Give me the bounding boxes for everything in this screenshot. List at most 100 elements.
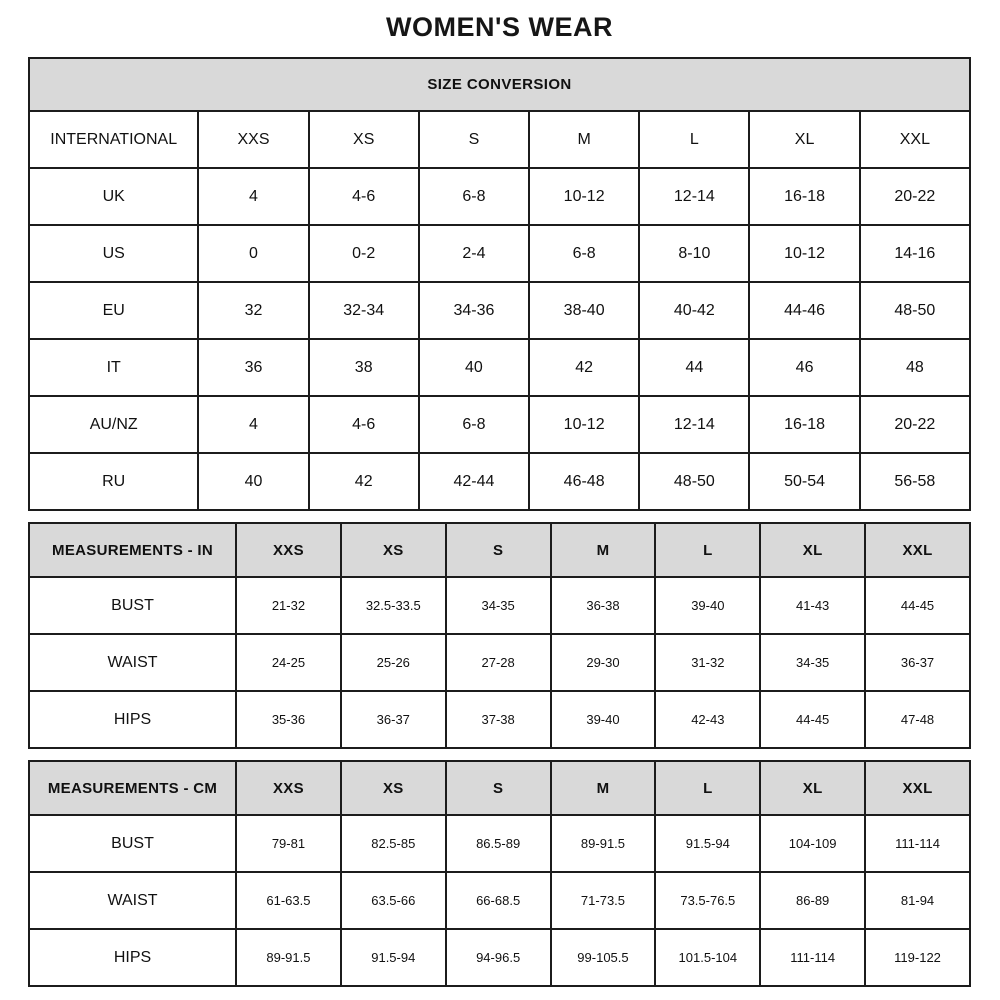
size-column-header: XL xyxy=(759,760,867,816)
row-label-cell: US xyxy=(27,224,200,283)
page-title: WOMEN'S WEAR xyxy=(386,12,613,42)
value-cell: 111-114 xyxy=(759,928,867,987)
value-cell: 27-28 xyxy=(444,633,552,692)
table-row: RU 40 42 42-44 46-48 48-50 50-54 56-58 xyxy=(27,452,972,511)
row-label-cell: HIPS xyxy=(27,690,238,749)
value-cell: 42 xyxy=(528,338,641,397)
value-cell: 32-34 xyxy=(307,281,420,340)
value-cell: 6-8 xyxy=(528,224,641,283)
size-column-header: L xyxy=(654,522,762,578)
table-banner-row: SIZE CONVERSION xyxy=(28,57,971,112)
value-cell: 4 xyxy=(197,395,310,454)
size-column-header: S xyxy=(444,522,552,578)
value-cell: 21-32 xyxy=(235,576,342,635)
table-row: BUST 21-32 32.5-33.5 34-35 36-38 39-40 41-43 44… xyxy=(27,576,971,635)
size-column-header: M xyxy=(549,760,657,816)
value-cell: 36-37 xyxy=(339,690,447,749)
value-cell: 32.5-33.5 xyxy=(339,576,447,635)
value-cell: 39-40 xyxy=(654,576,762,635)
size-column-header: M xyxy=(528,110,641,169)
value-cell: 39-40 xyxy=(549,690,657,749)
value-cell: 42-44 xyxy=(417,452,531,511)
size-column-header: S xyxy=(417,110,531,169)
size-column-header: XXS xyxy=(197,110,310,169)
measurements-in-table: MEASUREMENTS - IN XXS XS S M L XL XXL BUST 21-32 3… xyxy=(27,522,971,749)
value-cell: 86.5-89 xyxy=(444,814,552,873)
value-cell: 40-42 xyxy=(638,281,751,340)
value-cell: 89-91.5 xyxy=(235,928,342,987)
row-label-cell: HIPS xyxy=(27,928,238,987)
value-cell: 71-73.5 xyxy=(549,871,657,930)
value-cell: 40 xyxy=(197,452,310,511)
value-cell: 4 xyxy=(197,167,310,226)
row-label-cell: BUST xyxy=(27,576,238,635)
row-label-cell: AU/NZ xyxy=(27,395,200,454)
measurements-in-body: MEASUREMENTS - IN XXS XS S M L XL XXL BUST 21-32 3… xyxy=(27,522,971,749)
size-column-header: XL xyxy=(759,522,867,578)
size-column-header: L xyxy=(638,110,751,169)
value-cell: 47-48 xyxy=(864,690,971,749)
size-column-header: XXL xyxy=(864,522,971,578)
value-cell: 20-22 xyxy=(858,167,972,226)
value-cell: 29-30 xyxy=(549,633,657,692)
table-row: US 0 0-2 2-4 6-8 8-10 10-12 14-16 xyxy=(27,224,972,283)
value-cell: 46 xyxy=(748,338,861,397)
value-cell: 46-48 xyxy=(528,452,641,511)
value-cell: 34-35 xyxy=(759,633,867,692)
table-title-cell: MEASUREMENTS - IN xyxy=(27,522,238,578)
value-cell: 38 xyxy=(307,338,420,397)
row-label-cell: WAIST xyxy=(27,633,238,692)
measurements-cm-table: MEASUREMENTS - CM XXS XS S M L XL XXL BUST 79-81 8… xyxy=(27,760,971,987)
row-label-cell: RU xyxy=(27,452,200,511)
value-cell: 63.5-66 xyxy=(339,871,447,930)
value-cell: 48-50 xyxy=(638,452,751,511)
value-cell: 104-109 xyxy=(759,814,867,873)
value-cell: 119-122 xyxy=(864,928,971,987)
size-column-header: XS xyxy=(307,110,420,169)
value-cell: 2-4 xyxy=(417,224,531,283)
value-cell: 31-32 xyxy=(654,633,762,692)
size-column-header: S xyxy=(444,760,552,816)
value-cell: 12-14 xyxy=(638,167,751,226)
row-label-cell: EU xyxy=(27,281,200,340)
size-column-header: XXS xyxy=(235,522,342,578)
value-cell: 111-114 xyxy=(864,814,971,873)
table-title-cell: MEASUREMENTS - CM xyxy=(27,760,238,816)
value-cell: 81-94 xyxy=(864,871,971,930)
column-header-row: MEASUREMENTS - CM XXS XS S M L XL XXL xyxy=(27,760,971,816)
value-cell: 50-54 xyxy=(748,452,861,511)
value-cell: 20-22 xyxy=(858,395,972,454)
value-cell: 10-12 xyxy=(528,167,641,226)
size-column-header: L xyxy=(654,760,762,816)
value-cell: 44 xyxy=(638,338,751,397)
row-label-cell: UK xyxy=(27,167,200,226)
size-column-header: XL xyxy=(748,110,861,169)
size-column-header: XXL xyxy=(864,760,971,816)
value-cell: 6-8 xyxy=(417,167,531,226)
value-cell: 34-36 xyxy=(417,281,531,340)
value-cell: 82.5-85 xyxy=(339,814,447,873)
value-cell: 25-26 xyxy=(339,633,447,692)
value-cell: 10-12 xyxy=(528,395,641,454)
value-cell: 4-6 xyxy=(307,395,420,454)
size-column-header: XS xyxy=(339,760,447,816)
value-cell: 101.5-104 xyxy=(654,928,762,987)
value-cell: 42-43 xyxy=(654,690,762,749)
value-cell: 89-91.5 xyxy=(549,814,657,873)
table-banner: SIZE CONVERSION xyxy=(28,57,971,112)
size-column-header: M xyxy=(549,522,657,578)
value-cell: 73.5-76.5 xyxy=(654,871,762,930)
table-row: WAIST 61-63.5 63.5-66 66-68.5 71-73.5 73.5-76… xyxy=(27,871,971,930)
value-cell: 36-37 xyxy=(864,633,971,692)
value-cell: 12-14 xyxy=(638,395,751,454)
value-cell: 61-63.5 xyxy=(235,871,342,930)
value-cell: 8-10 xyxy=(638,224,751,283)
value-cell: 35-36 xyxy=(235,690,342,749)
value-cell: 6-8 xyxy=(417,395,531,454)
value-cell: 41-43 xyxy=(759,576,867,635)
table-row: UK 4 4-6 6-8 10-12 12-14 16-18 20-22 xyxy=(27,167,972,226)
value-cell: 86-89 xyxy=(759,871,867,930)
value-cell: 99-105.5 xyxy=(549,928,657,987)
table-row: HIPS 35-36 36-37 37-38 39-40 42-43 44-45 47-48 xyxy=(27,690,971,749)
row-label-cell: WAIST xyxy=(27,871,238,930)
